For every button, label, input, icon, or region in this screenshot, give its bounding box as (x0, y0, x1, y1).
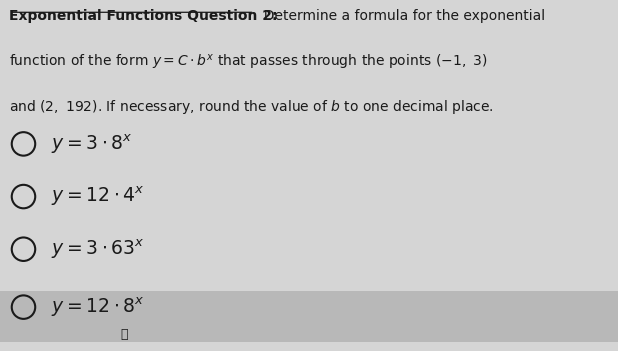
Text: $y = 3 \cdot 63^x$: $y = 3 \cdot 63^x$ (51, 238, 145, 261)
Text: $y = 12 \cdot 8^x$: $y = 12 \cdot 8^x$ (51, 296, 145, 319)
Text: 👆: 👆 (121, 327, 128, 341)
FancyBboxPatch shape (0, 291, 618, 342)
Text: Determine a formula for the exponential: Determine a formula for the exponential (255, 9, 544, 23)
Text: function of the form $y = C \cdot b^x$ that passes through the points $(-1,\ 3)$: function of the form $y = C \cdot b^x$ t… (9, 53, 488, 72)
Text: $y = 3 \cdot 8^x$: $y = 3 \cdot 8^x$ (51, 132, 132, 155)
Text: and $(2,\ 192)$. If necessary, round the value of $b$ to one decimal place.: and $(2,\ 192)$. If necessary, round the… (9, 98, 494, 116)
Text: $y = 12 \cdot 4^x$: $y = 12 \cdot 4^x$ (51, 185, 145, 208)
Text: Exponential Functions Question 2:: Exponential Functions Question 2: (9, 9, 277, 23)
